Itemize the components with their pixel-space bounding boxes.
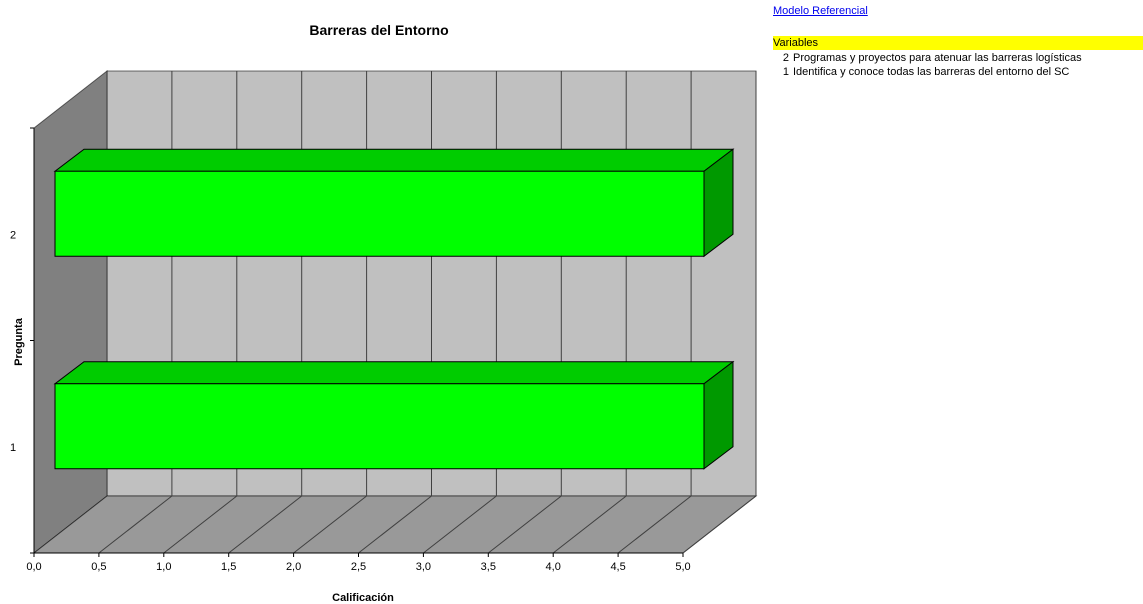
y-tick-label: 1 — [10, 442, 16, 454]
floor-gridline — [98, 495, 173, 554]
x-tick-label: 1,5 — [221, 561, 236, 573]
chart-title: Barreras del Entorno — [309, 22, 448, 38]
x-tick-label: 2,0 — [286, 561, 301, 573]
y-axis-title: Pregunta — [13, 317, 25, 366]
bar — [54, 383, 705, 470]
x-tick-label: 4,0 — [546, 561, 561, 573]
modelo-referencial-link[interactable]: Modelo Referencial — [773, 5, 868, 17]
x-tick-label: 0,5 — [91, 561, 106, 573]
variable-item: 1 Identifica y conoce todas las barreras … — [773, 65, 1082, 79]
variable-number: 2 — [782, 52, 789, 64]
x-tick-label: 3,5 — [481, 561, 496, 573]
bar-top — [53, 361, 735, 385]
bar-top — [53, 148, 735, 172]
variables-list: 2 Programas y proyectos para atenuar las … — [773, 51, 1082, 79]
floor-gridline — [358, 495, 432, 554]
variable-number: 1 — [782, 66, 789, 78]
floor-gridline — [163, 495, 238, 554]
variables-header: Variables — [773, 36, 1143, 50]
floor-gridline — [552, 495, 627, 554]
bar-chart: Barreras del Entorno 1 2 0,0 0,5 1,0 1,5 2,0 2,… — [10, 22, 758, 604]
variable-item: 2 Programas y proyectos para atenuar las … — [773, 51, 1082, 65]
x-tick-label: 2,5 — [351, 561, 366, 573]
floor-gridline — [617, 495, 692, 554]
plot-area: 1 2 0,0 0,5 1,0 1,5 2,0 2,5 3,0 3,5 4,0 4,5 5,0 — [10, 69, 758, 573]
floor-gridline — [682, 495, 757, 554]
bar — [54, 170, 705, 257]
x-tick-label: 1,0 — [156, 561, 171, 573]
x-tick-label: 4,5 — [610, 561, 625, 573]
y-tick-label: 2 — [10, 229, 16, 241]
variable-text: Identifica y conoce todas las barreras d… — [793, 66, 1070, 78]
floor-gridline — [293, 495, 367, 554]
x-axis-title: Calificación — [332, 592, 394, 604]
x-tick-label: 3,0 — [416, 561, 431, 573]
side-wall — [33, 69, 108, 555]
variable-text: Programas y proyectos para atenuar las b… — [793, 52, 1082, 64]
x-tick-label: 0,0 — [26, 561, 41, 573]
floor-gridline — [487, 495, 562, 554]
x-tick-label: 5,0 — [675, 561, 690, 573]
floor-gridline — [228, 495, 303, 554]
floor-gridline — [423, 495, 497, 554]
